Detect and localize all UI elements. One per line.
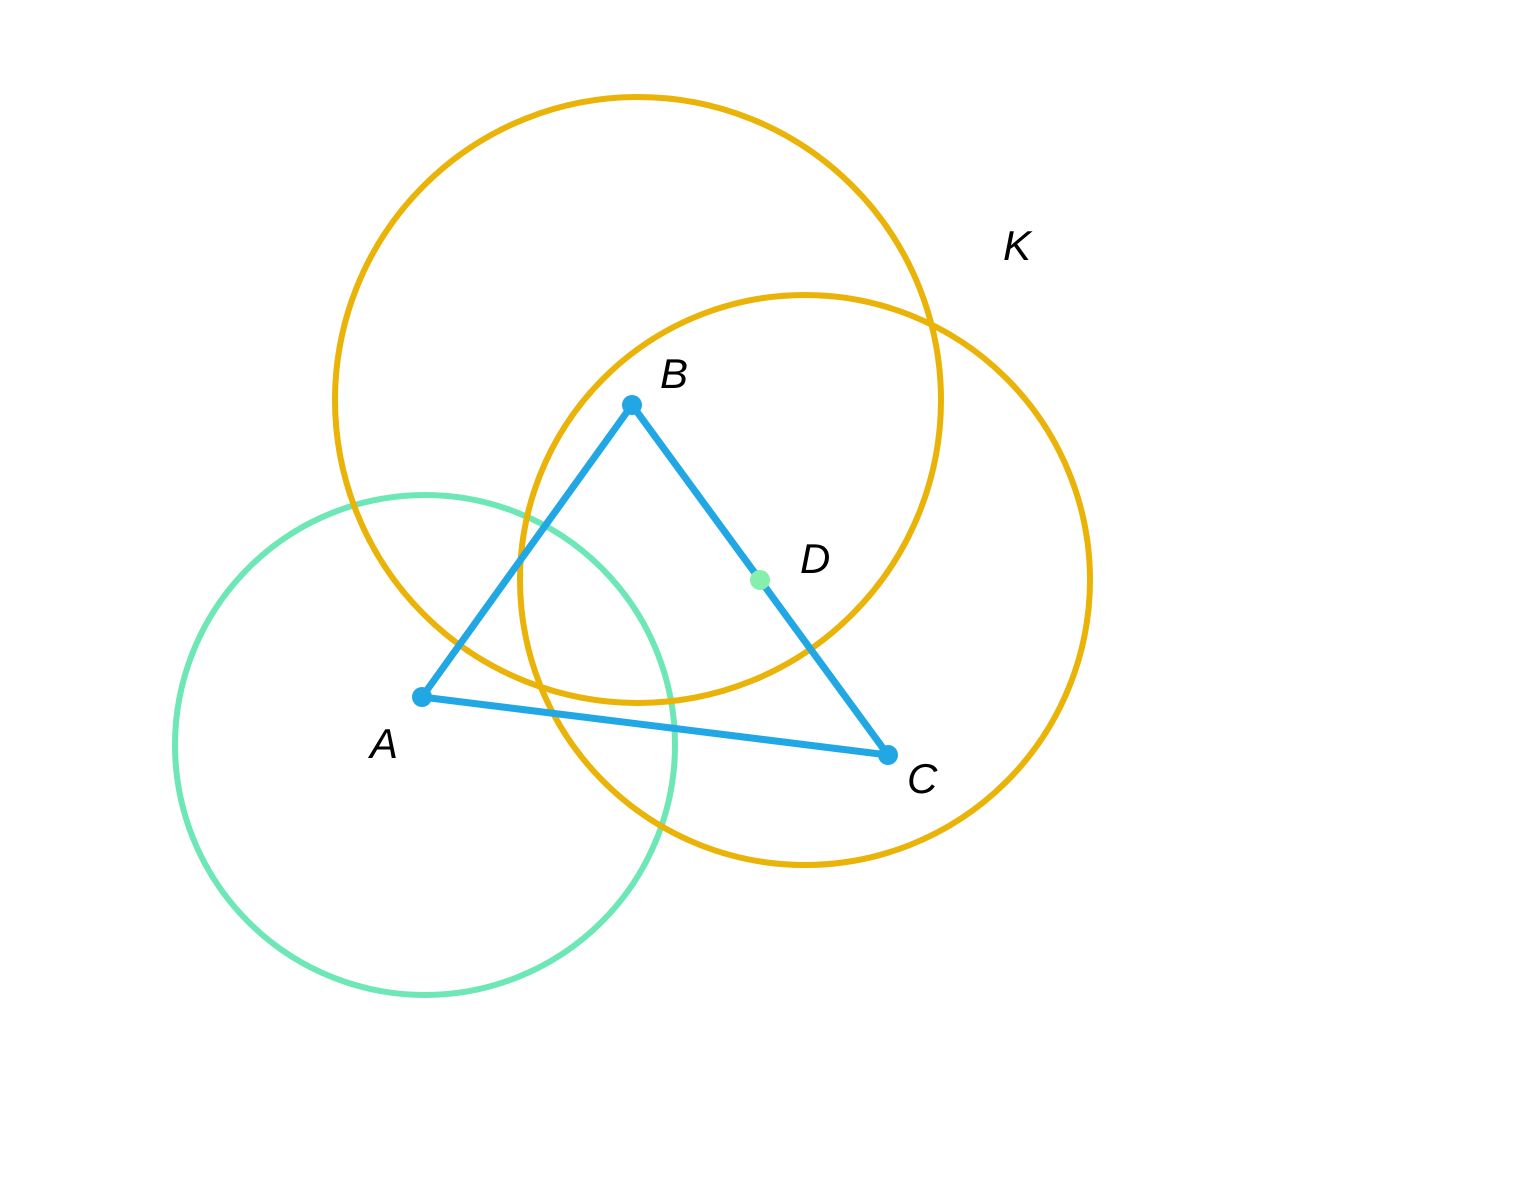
point-A [412,687,432,707]
geometric-diagram: A B C D K [0,0,1536,1179]
point-D [750,570,770,590]
diagram-svg [0,0,1536,1179]
circle-green [175,495,675,995]
label-B: B [660,350,688,398]
label-C: C [907,755,937,803]
point-C [878,745,898,765]
label-D: D [800,535,830,583]
point-B [622,395,642,415]
label-A: A [370,720,398,768]
line-AC [422,697,888,755]
label-K: K [1003,222,1031,270]
